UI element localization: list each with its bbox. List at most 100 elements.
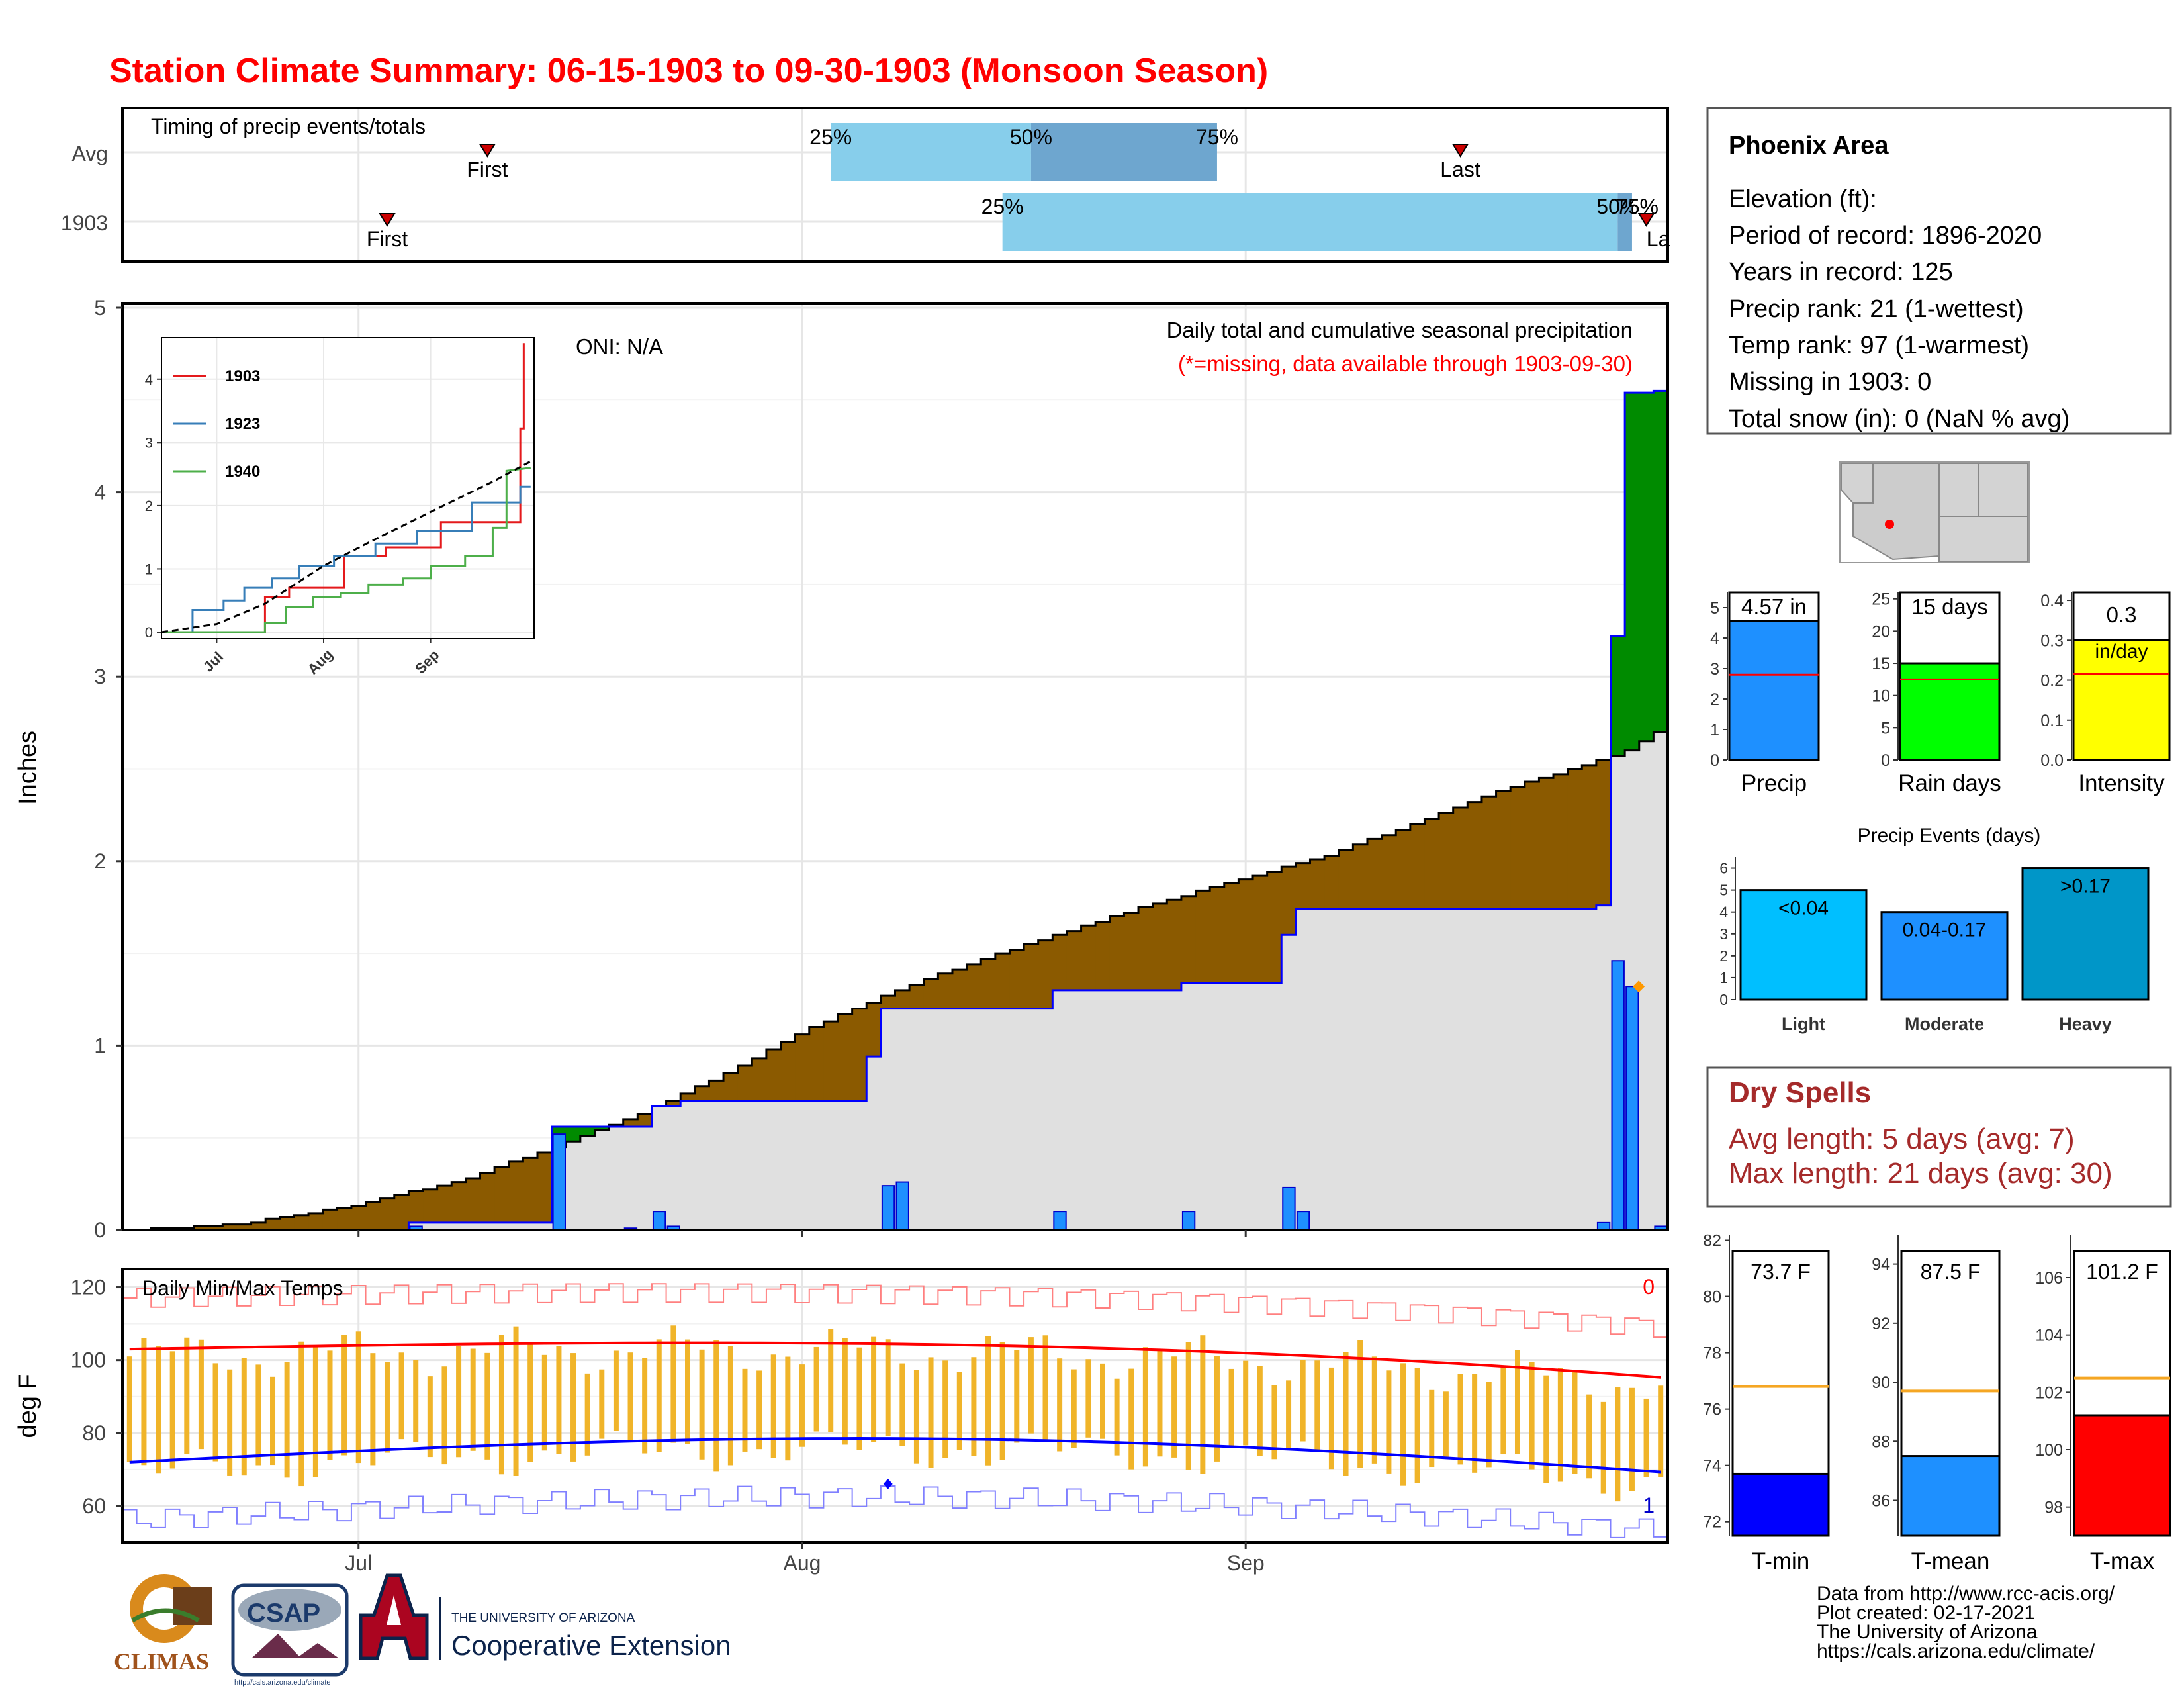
precip-deficit-segment xyxy=(752,1058,767,1101)
daily-temp-bar xyxy=(1271,1385,1277,1460)
precip-deficit-segment xyxy=(923,979,938,1009)
precip-deficit-segment xyxy=(1195,890,1210,983)
daily-temp-bar xyxy=(1228,1368,1234,1446)
daily-temp-bar xyxy=(1343,1352,1349,1476)
daily-temp-bar xyxy=(169,1351,175,1469)
station-name: Phoenix Area xyxy=(1729,132,1889,160)
precip-deficit-segment xyxy=(380,1198,395,1230)
daily-temp-bar xyxy=(498,1335,504,1475)
info-line-snow: Total snow (in): 0 (NaN % avg) xyxy=(1729,405,2070,433)
daily-temp-bar xyxy=(756,1370,762,1450)
summary-y-tick-label: 10 xyxy=(1872,687,1890,706)
temp-y-tick-label: 120 xyxy=(71,1276,106,1299)
month-tick-label: Aug xyxy=(783,1551,821,1575)
temp-summary-name: T-min xyxy=(1752,1548,1810,1574)
precip-deficit-segment xyxy=(1567,769,1582,910)
precip-deficit-segment xyxy=(236,1224,252,1230)
timing-bar-q1-1903 xyxy=(1002,193,1618,251)
timing-first-label: First xyxy=(467,158,508,181)
summary-y-tick-label: 4 xyxy=(1710,630,1719,648)
precip-deficit-segment xyxy=(1210,886,1225,983)
summary-bar-value-label: 0.3 xyxy=(2107,602,2137,627)
precip-deficit-segment xyxy=(766,1049,782,1101)
daily-temp-bar xyxy=(1400,1363,1406,1486)
normal-min-line xyxy=(129,1437,1661,1474)
precip-deficit-segment xyxy=(1338,850,1353,910)
timing-last-marker xyxy=(1637,213,1655,227)
temp-summary-y-tick-label: 92 xyxy=(1872,1315,1890,1333)
precip-deficit-segment xyxy=(866,1003,882,1057)
temp-summary-y-tick-label: 80 xyxy=(1703,1288,1721,1307)
credit-line-2: Plot created: 02-17-2021 xyxy=(1817,1602,2035,1624)
normal-max-line xyxy=(129,1341,1661,1379)
summary-bar-value-label: 4.57 in xyxy=(1741,594,1807,619)
temp-summary-y-tick-label: 106 xyxy=(2035,1269,2063,1288)
daily-temp-bar xyxy=(1615,1387,1621,1502)
daily-temp-bar xyxy=(1171,1356,1177,1458)
record-max-line xyxy=(122,1283,1668,1338)
daily-temp-bar xyxy=(156,1346,161,1474)
precip-deficit-segment xyxy=(1181,896,1197,983)
daily-temp-bar xyxy=(527,1344,533,1462)
precip-deficit-segment xyxy=(1367,839,1383,910)
station-location-marker xyxy=(1885,520,1894,529)
precip-y-tick-label: 0 xyxy=(94,1218,106,1242)
temp-summary-value-bar xyxy=(1900,1455,2001,1537)
daily-precip-bar xyxy=(1181,1211,1196,1231)
summary-bar-value xyxy=(1728,620,1820,761)
temp-count-min: 1 xyxy=(1643,1493,1655,1517)
daily-temp-bar xyxy=(1300,1360,1306,1442)
avg-cumulative-line xyxy=(122,731,1668,1231)
summary-bar-name: Precip xyxy=(1741,771,1807,796)
summary-y-tick-label: 15 xyxy=(1872,655,1890,673)
credit-line-3: The University of Arizona xyxy=(1817,1621,2038,1643)
daily-temp-bar xyxy=(441,1366,447,1465)
precip-event-category: Light xyxy=(1782,1014,1825,1034)
daily-temp-bar xyxy=(1185,1342,1191,1470)
precip-deficit-segment xyxy=(351,1205,367,1230)
events-y-tick-label: 5 xyxy=(1719,882,1728,899)
daily-temp-bar xyxy=(971,1357,977,1456)
info-line-temp-rank: Temp rank: 97 (1-warmest) xyxy=(1729,332,2029,359)
precip-deficit-segment xyxy=(1524,782,1540,910)
precip-deficit-segment xyxy=(723,1073,739,1101)
events-title: Precip Events (days) xyxy=(1858,825,2041,847)
summary-bar-chart-precip: 0 1 2 3 4 5 4.57 in Precip xyxy=(1710,591,1820,796)
precip-event-bar xyxy=(1880,911,2009,1001)
precip-deficit-segment xyxy=(938,973,953,1009)
university-of-arizona-logo: THE UNIVERSITY OF ARIZONA Cooperative Ex… xyxy=(359,1573,731,1661)
temp-summary-value-bar xyxy=(2073,1414,2171,1537)
precip-deficit-segment xyxy=(780,1041,796,1101)
precip-deficit-segment xyxy=(1124,912,1139,990)
precip-deficit-segment xyxy=(1353,844,1368,910)
timing-p75-label: 75% xyxy=(1196,125,1238,149)
temp-summary-t-mean: 86 88 90 92 94 87.5 F T-mean xyxy=(1872,1235,2001,1574)
precip-deficit-segment xyxy=(709,1080,724,1101)
precip-deficit-segment xyxy=(365,1202,381,1230)
credit-line-4: https://cals.arizona.edu/climate/ xyxy=(1817,1640,2095,1662)
daily-temp-bar xyxy=(1085,1359,1091,1438)
precip-deficit-segment xyxy=(1253,876,1268,983)
daily-temp-bar xyxy=(1600,1401,1606,1494)
precip-deficit-segment xyxy=(795,1034,810,1101)
temp-summary-y-tick-label: 78 xyxy=(1703,1344,1721,1363)
precip-surplus-segment xyxy=(1625,393,1640,751)
precip-deficit-segment xyxy=(694,1086,710,1101)
timing-p50-label: 50% xyxy=(1596,195,1639,218)
daily-temp-bar xyxy=(1429,1389,1435,1468)
csap-wordmark: CSAP xyxy=(247,1599,320,1628)
daily-temp-bar xyxy=(456,1346,462,1458)
inset-panel: 0 1 2 3 4 Jul Aug Sep 1903 1923 1940 xyxy=(145,337,535,678)
precip-deficit-segment xyxy=(1281,867,1297,935)
timing-p25-label: 25% xyxy=(809,125,852,149)
precip-deficit-segment xyxy=(1038,940,1053,1009)
daily-temp-bar xyxy=(1157,1349,1163,1457)
summary-y-tick-label: 2 xyxy=(1710,690,1719,709)
csap-url: http://cals.arizona.edu/climate xyxy=(234,1679,331,1687)
precip-deficit-segment xyxy=(1539,778,1554,910)
timing-p25-label: 25% xyxy=(981,195,1024,218)
precip-deficit-segment xyxy=(1467,802,1482,910)
precip-deficit-segment xyxy=(680,1093,696,1101)
daily-temp-bar xyxy=(141,1338,147,1466)
daily-temp-bar xyxy=(699,1349,705,1460)
